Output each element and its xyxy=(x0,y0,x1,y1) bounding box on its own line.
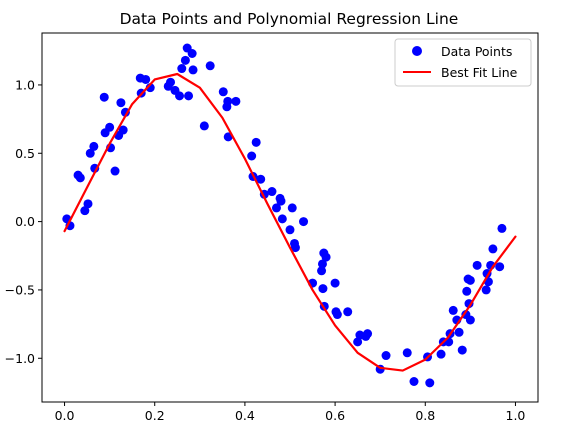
y-tick-label: 0.5 xyxy=(15,146,35,161)
plot-area xyxy=(62,43,517,388)
data-point xyxy=(166,77,176,87)
data-point xyxy=(199,121,209,131)
data-point xyxy=(409,377,419,386)
legend: Data Points Best Fit Line xyxy=(394,38,532,87)
y-tick-label: −0.5 xyxy=(5,282,35,297)
data-point xyxy=(343,307,353,317)
data-point xyxy=(267,187,277,197)
data-point xyxy=(110,166,120,176)
y-tick-label: 0.0 xyxy=(15,214,35,229)
best-fit-line xyxy=(63,72,517,372)
data-point xyxy=(318,284,328,294)
data-point xyxy=(287,203,297,213)
data-point xyxy=(116,98,126,108)
data-point xyxy=(465,315,475,325)
data-point xyxy=(118,125,128,135)
data-point xyxy=(472,260,482,270)
data-point xyxy=(276,196,286,206)
x-tick-label: 0.0 xyxy=(55,408,75,423)
data-point xyxy=(141,74,151,84)
data-point xyxy=(495,262,505,272)
data-point xyxy=(363,329,373,339)
x-tick-label: 0.6 xyxy=(325,408,345,423)
x-tick-label: 1.0 xyxy=(506,408,526,423)
data-point xyxy=(277,214,287,224)
legend-label-best-fit: Best Fit Line xyxy=(441,65,518,80)
data-point xyxy=(175,91,185,101)
data-point xyxy=(184,91,194,101)
chart-title: Data Points and Polynomial Regression Li… xyxy=(120,10,459,28)
data-point xyxy=(488,244,498,254)
data-point xyxy=(436,349,446,359)
data-point xyxy=(256,174,266,184)
data-point xyxy=(89,141,99,151)
data-point xyxy=(187,49,197,58)
data-point xyxy=(330,278,340,288)
data-point xyxy=(290,243,300,253)
data-point xyxy=(231,96,241,106)
x-tick-label: 0.8 xyxy=(415,408,435,423)
data-point xyxy=(402,348,412,358)
data-point xyxy=(247,151,257,161)
data-point xyxy=(218,87,228,97)
data-point xyxy=(454,327,464,337)
legend-marker-data-points xyxy=(412,46,422,56)
data-point xyxy=(481,285,491,295)
data-point xyxy=(251,137,261,147)
data-point xyxy=(332,310,342,320)
data-point xyxy=(105,122,115,132)
data-point xyxy=(462,286,472,296)
data-point xyxy=(321,252,331,262)
data-point xyxy=(223,96,233,106)
data-point xyxy=(285,225,295,235)
data-point xyxy=(353,337,363,347)
x-tick-label: 0.4 xyxy=(235,408,255,423)
data-point xyxy=(83,199,93,209)
data-point xyxy=(425,378,435,388)
legend-label-data-points: Data Points xyxy=(441,44,512,59)
data-point xyxy=(177,64,187,74)
data-point xyxy=(188,65,198,75)
data-point xyxy=(457,345,467,355)
data-point xyxy=(381,351,391,361)
data-point xyxy=(465,275,475,285)
y-tick-label: 1.0 xyxy=(15,77,35,92)
data-point xyxy=(448,305,458,315)
x-tick-label: 0.2 xyxy=(145,408,165,423)
data-point xyxy=(85,148,95,158)
data-point xyxy=(317,266,327,276)
data-point xyxy=(271,203,281,213)
axes: 0.0 0.2 0.4 0.6 0.8 1.0 −1.0 −0.5 0.0 0.5 1.0 xyxy=(5,32,539,423)
legend-frame xyxy=(394,38,532,87)
data-point xyxy=(80,206,90,216)
data-point xyxy=(75,173,85,183)
axes-frame xyxy=(41,32,539,403)
data-point xyxy=(497,223,507,233)
data-point xyxy=(99,92,109,102)
data-point xyxy=(205,61,215,71)
y-tick-label: −1.0 xyxy=(5,351,35,366)
data-point xyxy=(299,217,309,227)
data-point xyxy=(317,259,327,269)
data-point xyxy=(180,55,190,65)
